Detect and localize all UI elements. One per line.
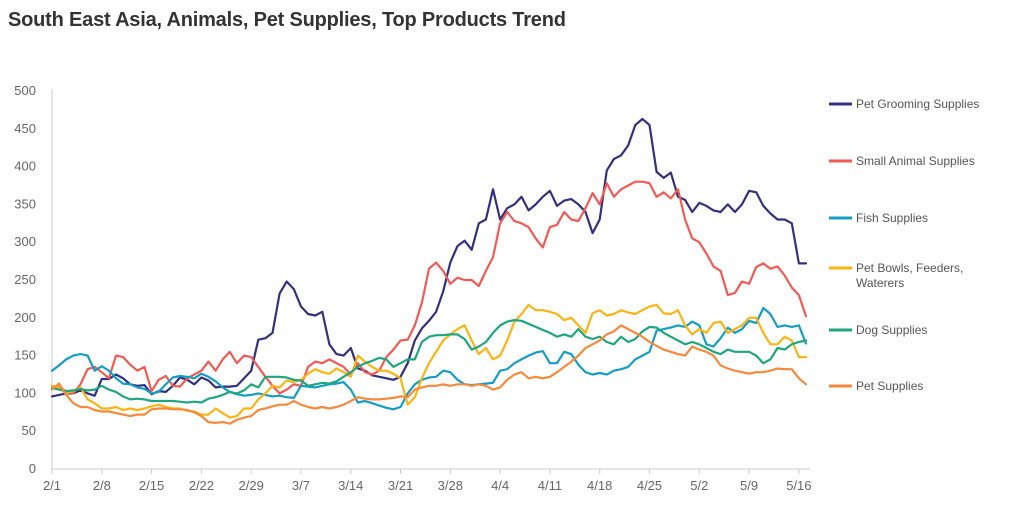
y-tick-label: 50 [22, 423, 36, 438]
chart-title: South East Asia, Animals, Pet Supplies, … [8, 9, 566, 31]
legend-label: Pet Supplies [856, 379, 923, 393]
x-tick-label: 3/28 [438, 478, 463, 493]
chart-series [50, 117, 808, 425]
series-line [50, 117, 808, 398]
y-tick-label: 200 [14, 310, 36, 325]
series-line [50, 319, 808, 404]
x-tick-label: 4/18 [587, 478, 612, 493]
x-tick-label: 4/25 [637, 478, 662, 493]
legend-label: Dog Supplies [856, 323, 927, 337]
y-tick-label: 500 [14, 83, 36, 98]
x-tick-label: 2/22 [189, 478, 214, 493]
x-tick-label: 5/2 [690, 478, 708, 493]
legend-label: Fish Supplies [856, 211, 928, 225]
chart-legend: Pet Grooming Supplies Small Animal Suppli… [829, 97, 979, 393]
series-line [50, 324, 808, 425]
x-tick-label: 5/9 [740, 478, 758, 493]
y-tick-label: 250 [14, 272, 36, 287]
x-tick-label: 4/11 [538, 478, 562, 493]
y-tick-label: 0 [29, 461, 36, 476]
x-tick-label: 3/7 [292, 478, 310, 493]
series-line [50, 306, 808, 411]
x-tick-label: 5/16 [786, 478, 811, 493]
y-tick-label: 450 [14, 121, 36, 136]
x-tick-label: 2/15 [139, 478, 164, 493]
x-tick-label: 4/4 [491, 478, 509, 493]
x-tick-label: 2/1 [43, 478, 61, 493]
x-tick-label: 2/8 [93, 478, 111, 493]
y-tick-label: 150 [14, 348, 36, 363]
y-tick-label: 300 [14, 234, 36, 249]
y-tick-label: 400 [14, 159, 36, 174]
chart-axes: 0 50 100 150 200 250 300 350 400 450 500 2/1 2/8 2/15… [14, 83, 811, 493]
legend-label: Pet Bowls, Feeders, Waterers [856, 261, 963, 290]
y-tick-label: 100 [14, 385, 36, 400]
x-tick-label: 3/21 [388, 478, 413, 493]
x-tick-label: 2/29 [239, 478, 264, 493]
y-tick-label: 350 [14, 196, 36, 211]
legend-label: Pet Grooming Supplies [856, 97, 979, 111]
series-line [50, 180, 808, 395]
legend-label: Small Animal Supplies [856, 154, 975, 168]
x-tick-label: 3/14 [338, 478, 363, 493]
